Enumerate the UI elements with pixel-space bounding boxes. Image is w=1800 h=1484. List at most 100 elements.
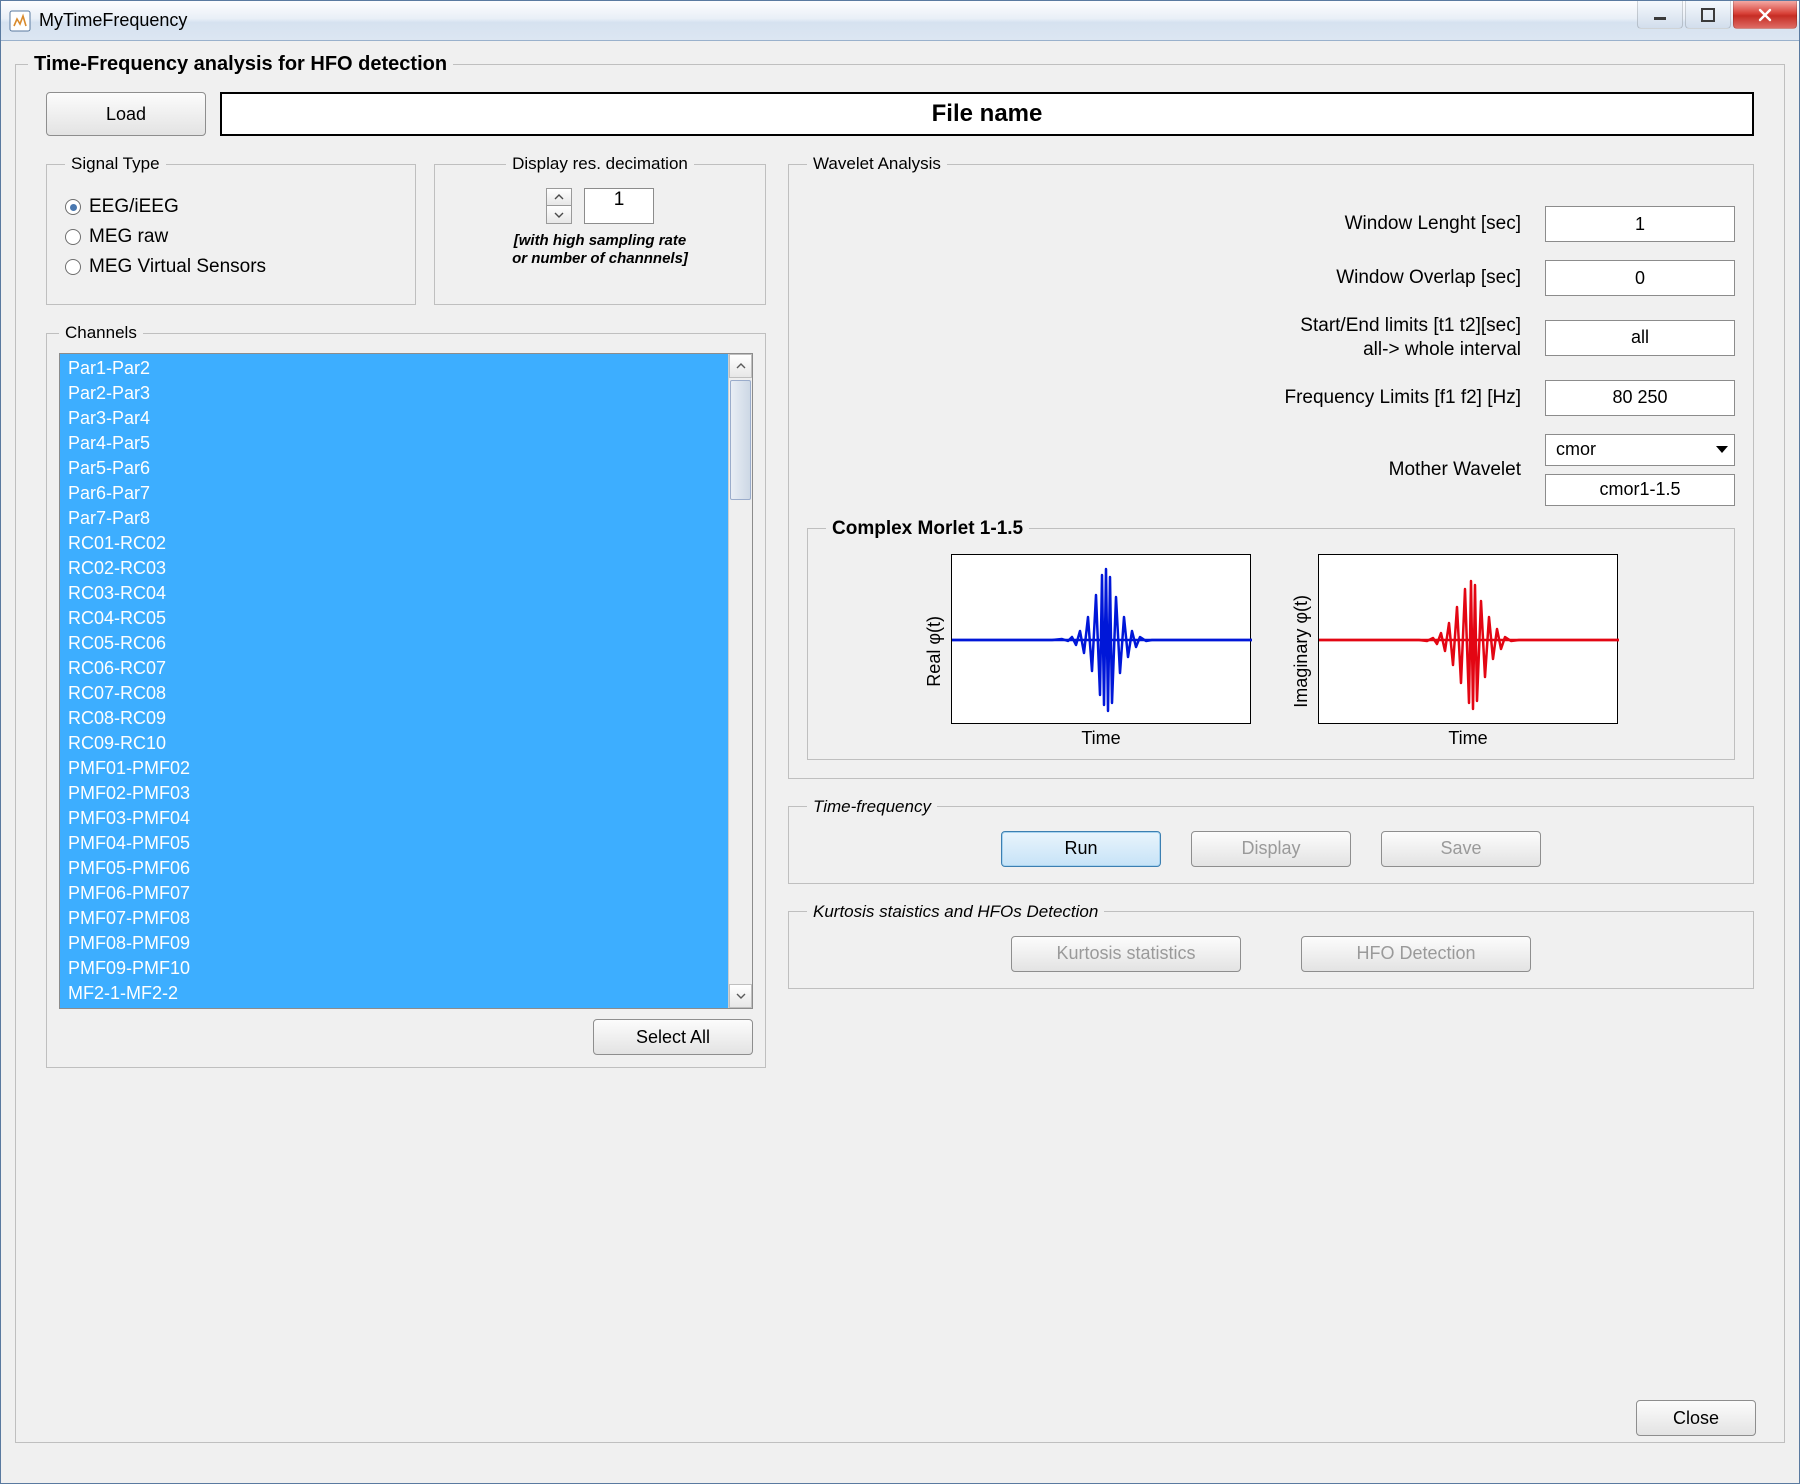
window-length-input[interactable]: 1 — [1545, 206, 1735, 242]
decimation-spinner — [546, 188, 572, 224]
channel-item[interactable]: PMF03-PMF04 — [60, 806, 728, 831]
channel-item[interactable]: RC09-RC10 — [60, 731, 728, 756]
client-area: Time-Frequency analysis for HFO detectio… — [1, 41, 1799, 1483]
channel-item[interactable]: PMF04-PMF05 — [60, 831, 728, 856]
mother-select-value: cmor — [1556, 439, 1596, 460]
imag-plot-wrap: Imaginary φ(t) Time — [1291, 554, 1618, 749]
channel-item[interactable]: PMF07-PMF08 — [60, 906, 728, 931]
radio-icon — [65, 199, 81, 215]
panel-title: Time-Frequency analysis for HFO detectio… — [28, 53, 453, 76]
scroll-up-button[interactable] — [729, 354, 752, 378]
channel-item[interactable]: RC03-RC04 — [60, 581, 728, 606]
window-overlap-input[interactable]: 0 — [1545, 260, 1735, 296]
channel-item[interactable]: Par1-Par2 — [60, 356, 728, 381]
channel-item[interactable]: PMF05-PMF06 — [60, 856, 728, 881]
channel-item[interactable]: PMF09-PMF10 — [60, 956, 728, 981]
chevron-down-icon — [1716, 446, 1728, 453]
mother-row: Mother Wavelet cmor cmor1-1.5 — [807, 434, 1735, 506]
freq-label: Frequency Limits [f1 f2] [Hz] — [1284, 386, 1521, 410]
window-length-row: Window Lenght [sec] 1 — [807, 206, 1735, 242]
mother-select[interactable]: cmor — [1545, 434, 1735, 466]
channel-item[interactable]: Par6-Par7 — [60, 481, 728, 506]
window-title: MyTimeFrequency — [39, 10, 187, 31]
window-overlap-row: Window Overlap [sec] 0 — [807, 260, 1735, 296]
channel-item[interactable]: Par7-Par8 — [60, 506, 728, 531]
signal-type-option[interactable]: EEG/iEEG — [65, 196, 397, 218]
signal-type-legend: Signal Type — [65, 154, 166, 174]
channel-item[interactable]: Par2-Par3 — [60, 381, 728, 406]
maximize-button[interactable] — [1685, 1, 1731, 29]
spinner-down-button[interactable] — [546, 206, 572, 224]
title-bar[interactable]: MyTimeFrequency — [1, 1, 1799, 41]
imag-ylabel: Imaginary φ(t) — [1291, 595, 1312, 708]
top-bar: Load File name — [46, 92, 1754, 136]
limits-label: Start/End limits [t1 t2][sec] all-> whol… — [1300, 314, 1521, 362]
channel-item[interactable]: RC05-RC06 — [60, 631, 728, 656]
signal-type-option[interactable]: MEG raw — [65, 226, 397, 248]
channel-item[interactable]: PMF02-PMF03 — [60, 781, 728, 806]
decimation-controls: 1 — [449, 188, 751, 224]
decimation-group: Display res. decimation — [434, 154, 766, 305]
right-column: Wavelet Analysis Window Lenght [sec] 1 W… — [788, 154, 1754, 1068]
hfo-detection-button[interactable]: HFO Detection — [1301, 936, 1531, 972]
channel-item[interactable]: RC08-RC09 — [60, 706, 728, 731]
morlet-group: Complex Morlet 1-1.5 Real φ(t) Time — [807, 518, 1735, 760]
select-all-row: Select All — [59, 1019, 753, 1055]
decimation-note-l1: [with high sampling rate — [514, 232, 687, 249]
radio-icon — [65, 259, 81, 275]
channel-item[interactable]: RC02-RC03 — [60, 556, 728, 581]
decimation-note: [with high sampling rate or number of ch… — [449, 232, 751, 268]
channel-item[interactable]: PMF01-PMF02 — [60, 756, 728, 781]
channels-legend: Channels — [59, 323, 143, 343]
decimation-input[interactable]: 1 — [584, 188, 654, 224]
save-button[interactable]: Save — [1381, 831, 1541, 867]
scroll-thumb[interactable] — [730, 380, 751, 500]
window-length-label: Window Lenght [sec] — [1345, 212, 1521, 236]
channels-listbox[interactable]: Par1-Par2Par2-Par3Par3-Par4Par4-Par5Par5… — [59, 353, 753, 1009]
channel-item[interactable]: PMF06-PMF07 — [60, 881, 728, 906]
main-panel: Time-Frequency analysis for HFO detectio… — [15, 53, 1785, 1443]
mother-label: Mother Wavelet — [1389, 458, 1521, 482]
display-button[interactable]: Display — [1191, 831, 1351, 867]
signal-type-group: Signal Type EEG/iEEG MEG raw MEG Virtual S… — [46, 154, 416, 305]
spinner-up-button[interactable] — [546, 188, 572, 206]
channel-item[interactable]: RC01-RC02 — [60, 531, 728, 556]
channel-item[interactable]: Par4-Par5 — [60, 431, 728, 456]
load-button[interactable]: Load — [46, 92, 206, 136]
signal-type-option[interactable]: MEG Virtual Sensors — [65, 256, 397, 278]
channel-item[interactable]: Par3-Par4 — [60, 406, 728, 431]
run-button[interactable]: Run — [1001, 831, 1161, 867]
channel-item[interactable]: MF2-1-MF2-2 — [60, 981, 728, 1006]
kurtosis-stats-button[interactable]: Kurtosis statistics — [1011, 936, 1241, 972]
channel-item[interactable]: RC07-RC08 — [60, 681, 728, 706]
minimize-button[interactable] — [1637, 1, 1683, 29]
mother-text-input[interactable]: cmor1-1.5 — [1545, 474, 1735, 506]
channel-item[interactable]: RC04-RC05 — [60, 606, 728, 631]
scroll-track[interactable] — [729, 378, 752, 984]
decimation-legend: Display res. decimation — [506, 154, 694, 174]
real-plot — [951, 554, 1251, 724]
columns: Signal Type EEG/iEEG MEG raw MEG Virtual S… — [28, 154, 1772, 1068]
kurtosis-legend: Kurtosis staistics and HFOs Detection — [807, 902, 1104, 922]
morlet-legend: Complex Morlet 1-1.5 — [826, 518, 1029, 540]
window-close-button[interactable] — [1733, 1, 1797, 29]
channels-scrollbar[interactable] — [728, 354, 752, 1008]
channel-item[interactable]: Par5-Par6 — [60, 456, 728, 481]
close-button[interactable]: Close — [1636, 1400, 1756, 1436]
filename-display: File name — [220, 92, 1754, 136]
freq-row: Frequency Limits [f1 f2] [Hz] 80 250 — [807, 380, 1735, 416]
limits-label-l1: Start/End limits [t1 t2][sec] — [1300, 315, 1521, 336]
title-bar-left: MyTimeFrequency — [9, 10, 187, 32]
app-icon — [9, 10, 31, 32]
select-all-button[interactable]: Select All — [593, 1019, 753, 1055]
signal-type-label: MEG Virtual Sensors — [89, 256, 266, 278]
signal-type-label: MEG raw — [89, 226, 168, 248]
wavelet-legend: Wavelet Analysis — [807, 154, 947, 174]
channel-item[interactable]: PMF08-PMF09 — [60, 931, 728, 956]
channel-item[interactable]: RC06-RC07 — [60, 656, 728, 681]
freq-input[interactable]: 80 250 — [1545, 380, 1735, 416]
imag-plot — [1318, 554, 1618, 724]
morlet-plots: Real φ(t) Time Imaginary — [826, 554, 1716, 749]
limits-input[interactable]: all — [1545, 320, 1735, 356]
scroll-down-button[interactable] — [729, 984, 752, 1008]
